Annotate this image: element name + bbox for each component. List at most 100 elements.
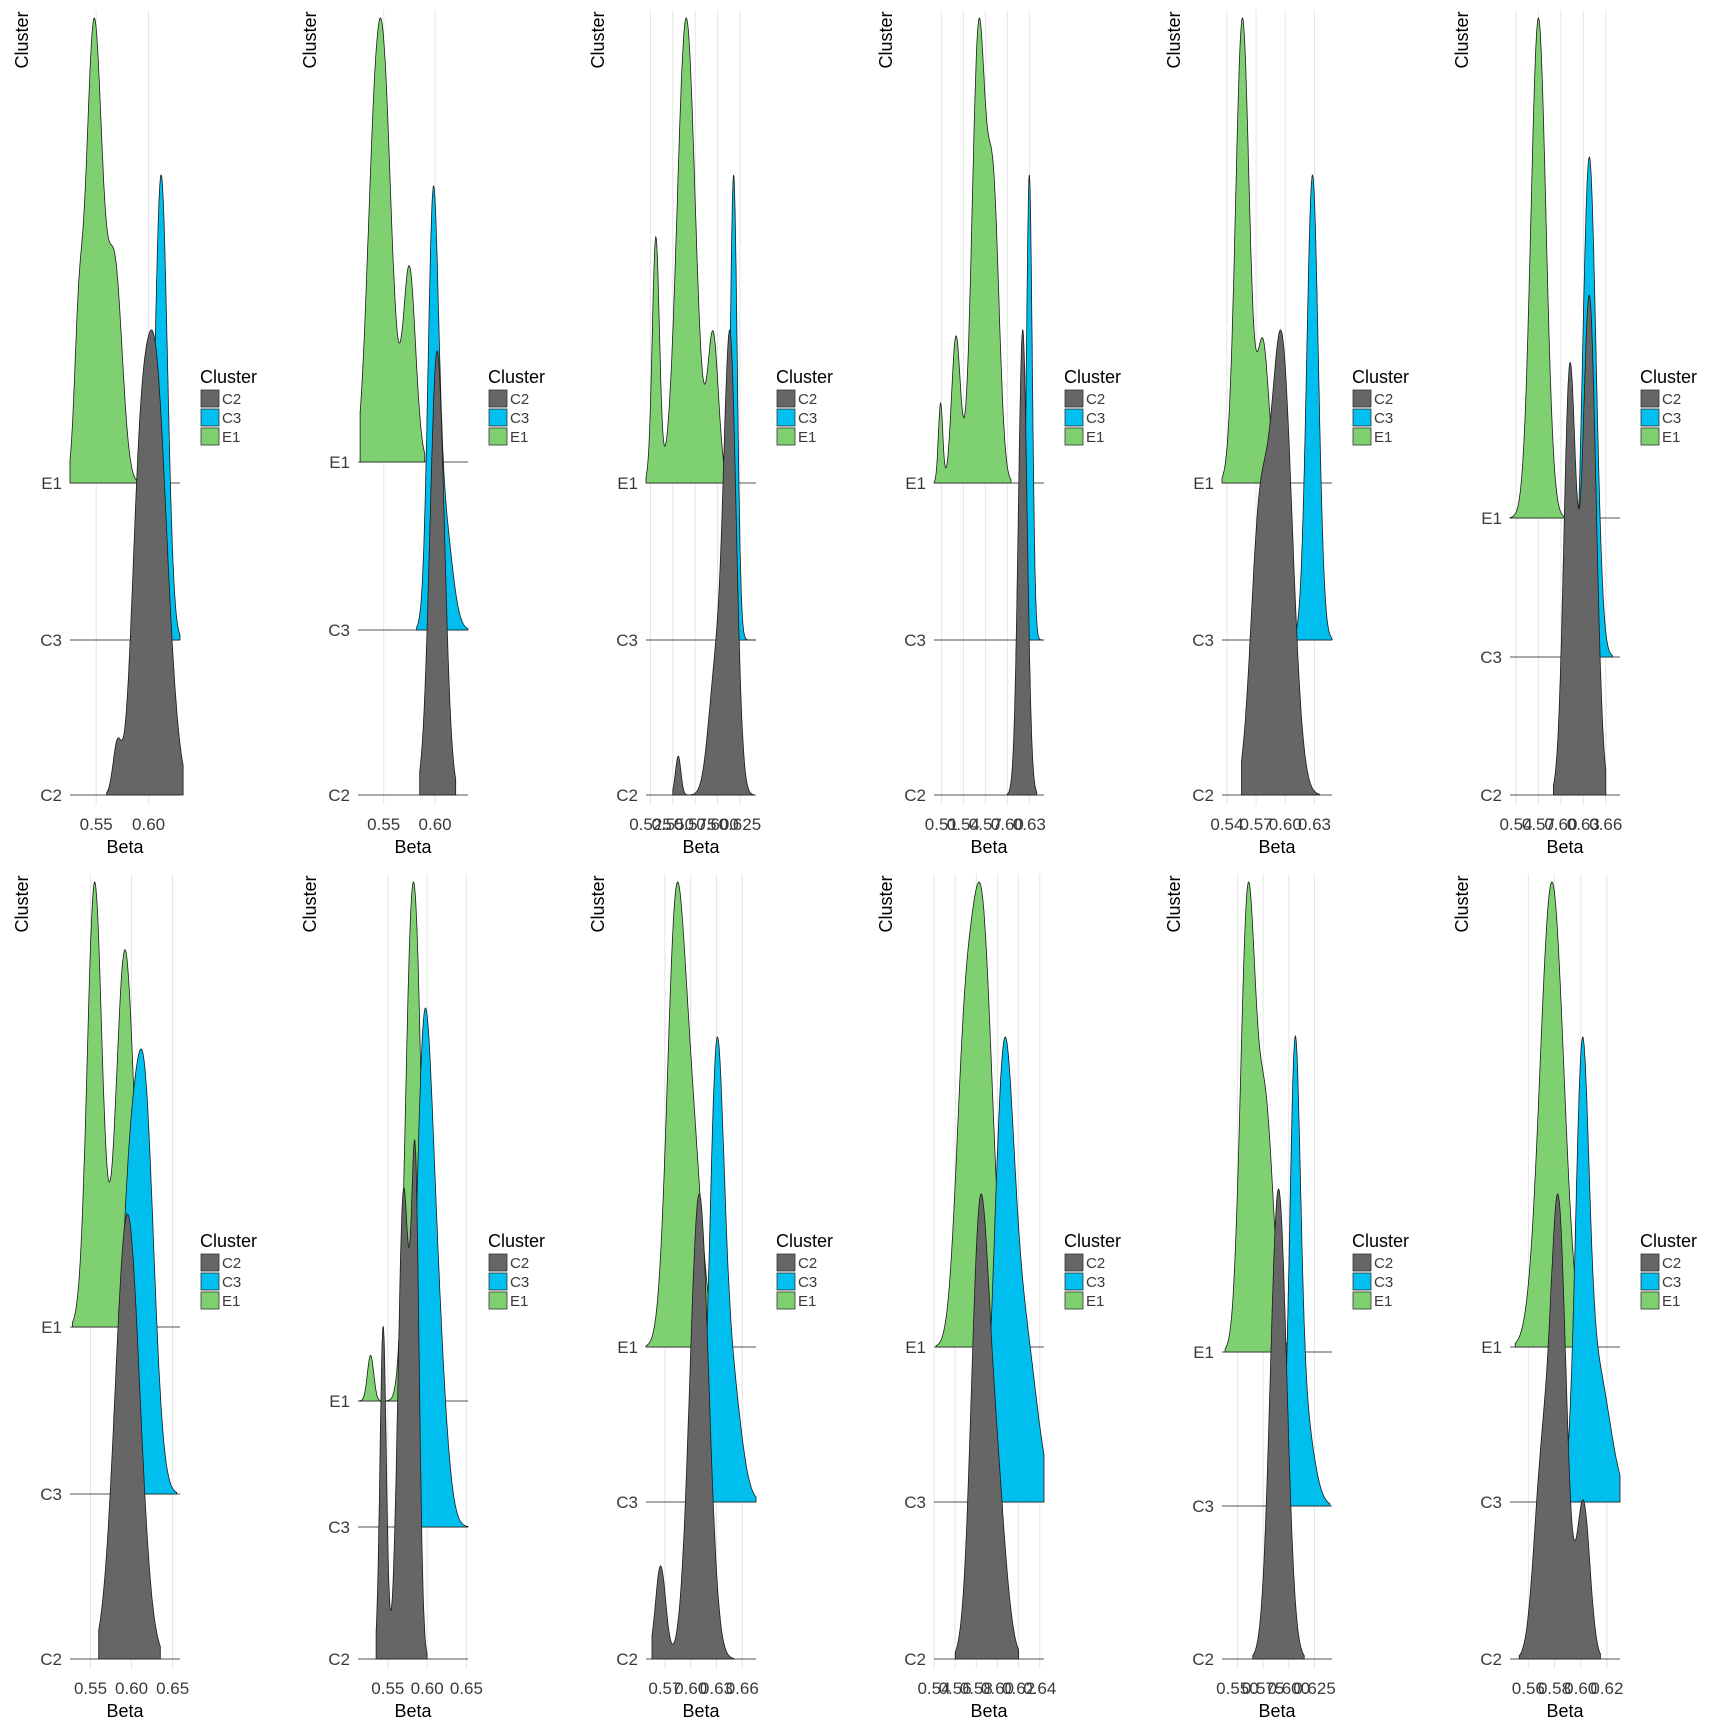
y-tick-label: C2	[1192, 1650, 1214, 1669]
x-tick-label: 0.57	[1240, 815, 1273, 834]
legend-key-C2	[1352, 1253, 1372, 1272]
y-tick-label: C2	[904, 786, 926, 805]
legend-label-C2: C2	[1374, 1255, 1393, 1272]
x-tick-label: 0.54	[1210, 815, 1243, 834]
legend-label-C3: C3	[510, 410, 529, 427]
y-tick-label: C3	[1192, 1497, 1214, 1516]
y-tick-label: E1	[1481, 1338, 1502, 1357]
ridge-C2	[954, 1193, 1019, 1660]
legend-key-C3	[488, 1272, 508, 1291]
y-tick-label: C2	[616, 786, 638, 805]
y-axis-title: Cluster	[588, 875, 608, 932]
legend-title: Cluster	[1352, 367, 1409, 387]
y-tick-label: C2	[1480, 1650, 1502, 1669]
x-tick-label: 0.525	[629, 815, 672, 834]
x-axis-title: Beta	[970, 837, 1008, 857]
legend-label-C2: C2	[1086, 391, 1105, 408]
y-tick-label: C3	[1192, 631, 1214, 650]
ridge-C2	[106, 329, 184, 796]
y-tick-label: C3	[904, 1493, 926, 1512]
legend-title: Cluster	[776, 1231, 833, 1251]
panel-9: C2 C3 E1 Cluster 0.570.600.630.66 Beta Cluster…	[588, 874, 833, 1721]
y-tick-label: E1	[41, 474, 62, 493]
legend-key-C2	[1064, 1253, 1084, 1272]
legend-key-C3	[200, 1272, 220, 1291]
x-tick-label: 0.60	[1544, 815, 1577, 834]
legend-key-C2	[1640, 389, 1660, 408]
x-tick-label: 0.56	[1512, 1679, 1545, 1698]
legend-key-E1	[488, 427, 508, 446]
legend-key-C3	[776, 408, 796, 427]
legend-title: Cluster	[200, 367, 257, 387]
x-tick-label: 0.625	[1293, 1679, 1336, 1698]
legend-label-C3: C3	[798, 410, 817, 427]
legend-key-E1	[1640, 1291, 1660, 1310]
legend: Cluster C2 C3 E1	[1640, 1231, 1697, 1310]
x-tick-label: 0.63	[1298, 815, 1331, 834]
y-tick-label: C2	[40, 1650, 62, 1669]
legend-label-E1: E1	[222, 1293, 240, 1310]
y-tick-label: C2	[1480, 786, 1502, 805]
legend: Cluster C2 C3 E1	[1640, 367, 1697, 446]
x-tick-label: 0.63	[700, 1679, 733, 1698]
ridge-C3	[416, 184, 469, 631]
legend-key-C3	[1064, 408, 1084, 427]
y-tick-label: C3	[40, 1485, 62, 1504]
x-tick-label: 0.575	[1242, 1679, 1285, 1698]
legend-label-E1: E1	[510, 429, 528, 446]
legend-label-E1: E1	[1662, 429, 1680, 446]
x-tick-label: 0.60	[674, 1679, 707, 1698]
legend-key-C2	[200, 389, 220, 408]
x-tick-label: 0.60	[411, 1679, 444, 1698]
ridge-C2	[1252, 1188, 1305, 1660]
x-tick-label: 0.58	[960, 1679, 993, 1698]
x-tick-label: 0.54	[1499, 815, 1532, 834]
y-tick-label: C3	[904, 631, 926, 650]
ridge-C2	[419, 350, 457, 796]
legend-label-C3: C3	[1374, 410, 1393, 427]
y-tick-label: E1	[329, 1392, 350, 1411]
panel-7: C2 C3 E1 Cluster 0.55 0.60 0.65 Beta Cluster C2 C3…	[12, 874, 257, 1721]
x-tick-label: 0.60	[419, 815, 452, 834]
legend-key-C2	[488, 389, 508, 408]
legend-label-C2: C2	[1662, 1255, 1681, 1272]
x-tick-label: 0.54	[947, 815, 980, 834]
y-tick-label: E1	[1193, 474, 1214, 493]
legend-key-E1	[1640, 427, 1660, 446]
x-axis-title: Beta	[970, 1701, 1008, 1721]
x-tick-label: 0.625	[719, 815, 762, 834]
y-tick-label: C2	[328, 786, 350, 805]
x-tick-label: 0.60	[991, 815, 1024, 834]
legend-title: Cluster	[776, 367, 833, 387]
y-axis-title: Cluster	[876, 875, 896, 932]
x-tick-label: 0.575	[674, 815, 717, 834]
ridge-C3	[1294, 174, 1333, 641]
y-axis-title: Cluster	[1164, 875, 1184, 932]
x-tick-label: 0.62	[1002, 1679, 1035, 1698]
y-tick-label: C3	[1480, 648, 1502, 667]
x-tick-label: 0.62	[1590, 1679, 1623, 1698]
ridge-C3	[407, 1007, 469, 1528]
x-tick-label: 0.600	[696, 815, 739, 834]
x-tick-label: 0.57	[969, 815, 1002, 834]
legend-title: Cluster	[1352, 1231, 1409, 1251]
legend-title: Cluster	[1064, 1231, 1121, 1251]
legend-key-C2	[488, 1253, 508, 1272]
legend-label-E1: E1	[222, 429, 240, 446]
ridge-E1	[69, 17, 139, 484]
legend-label-C2: C2	[222, 391, 241, 408]
legend-label-C3: C3	[510, 1274, 529, 1291]
x-tick-label: 0.65	[450, 1679, 483, 1698]
x-tick-label: 0.60	[1564, 1679, 1597, 1698]
legend-key-E1	[488, 1291, 508, 1310]
x-axis-title: Beta	[1258, 837, 1296, 857]
x-tick-label: 0.60	[981, 1679, 1014, 1698]
legend-label-C3: C3	[222, 410, 241, 427]
x-tick-label: 0.55	[367, 815, 400, 834]
legend-label-C2: C2	[510, 391, 529, 408]
y-tick-label: E1	[41, 1318, 62, 1337]
legend-label-C2: C2	[1662, 391, 1681, 408]
panel-12: C2 C3 E1 Cluster 0.560.580.600.62 Beta Cluster…	[1452, 874, 1697, 1721]
legend-label-C3: C3	[1086, 410, 1105, 427]
